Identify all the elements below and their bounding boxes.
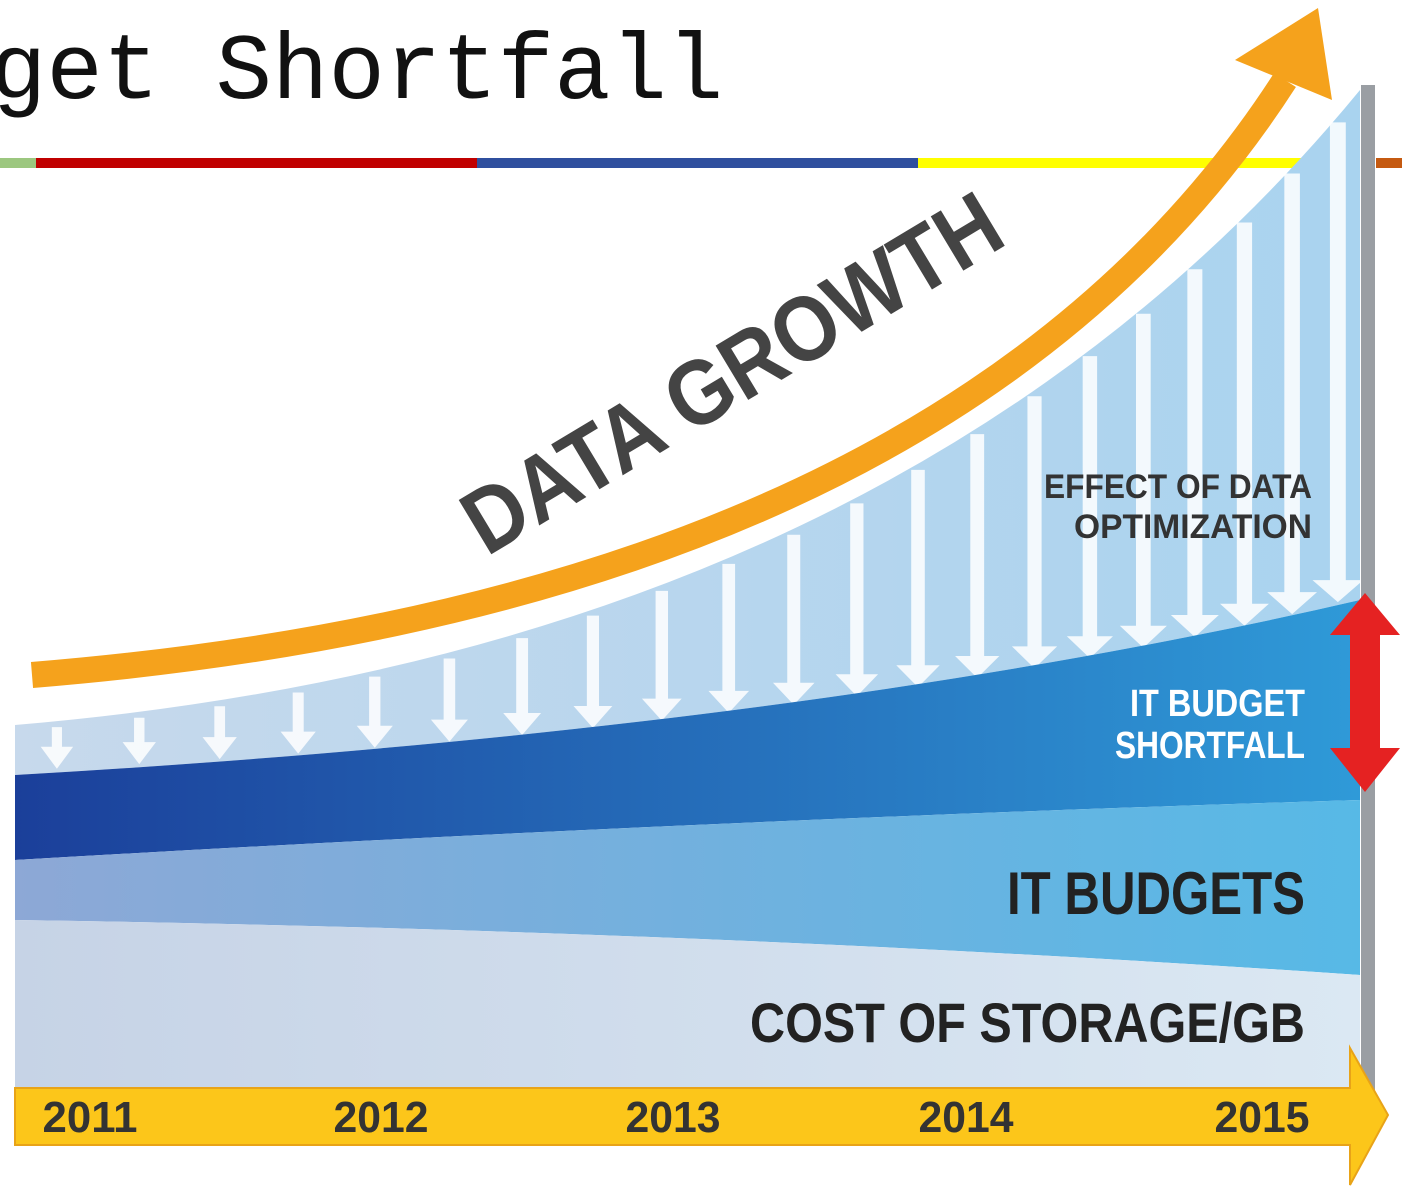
optimization-arrow — [835, 503, 879, 697]
optimization-arrow — [1312, 122, 1364, 603]
timeline-year: 2011 — [43, 1093, 138, 1142]
optimization-arrow — [772, 534, 815, 705]
optimization-arrows — [40, 122, 1364, 769]
optimization-arrow — [1170, 269, 1219, 637]
optimization-arrow — [1119, 313, 1167, 648]
rule-blue — [477, 158, 918, 168]
optimization-arrow — [955, 434, 1000, 679]
budgets-label: IT BUDGETS — [1007, 860, 1305, 927]
rule-yellow — [918, 158, 1340, 168]
optimization-arrow — [1066, 356, 1113, 659]
right-edge-bar — [1361, 85, 1375, 1090]
optimization-arrow — [896, 469, 940, 688]
rule-orange — [1376, 158, 1402, 168]
rule-red — [36, 158, 477, 168]
timeline-year: 2014 — [919, 1093, 1015, 1142]
optimization-arrow — [708, 563, 750, 713]
optimization-arrow — [1011, 396, 1058, 669]
optimization-arrow — [40, 727, 74, 769]
growth-arrowhead — [1235, 8, 1332, 100]
optimization-arrow — [641, 590, 682, 721]
storage-label: COST OF STORAGE/GB — [750, 991, 1305, 1054]
budgets-band — [15, 800, 1360, 975]
slide-title: get Shortfall — [0, 21, 723, 127]
optimization-arrow — [280, 692, 316, 754]
timeline-year: 2013 — [626, 1093, 721, 1142]
shortfall-label: IT BUDGET — [1130, 683, 1305, 725]
timeline-year: 2012 — [334, 1093, 429, 1142]
timeline-year: 2015 — [1215, 1093, 1310, 1142]
rule-green — [0, 158, 36, 168]
optimization-arrow — [122, 717, 156, 765]
shortfall-label: SHORTFALL — [1115, 725, 1305, 767]
storage-band — [15, 920, 1360, 1088]
shortfall-double-arrow — [1330, 593, 1400, 792]
optimization-label: OPTIMIZATION — [1074, 508, 1312, 546]
optimization-arrow — [356, 676, 393, 748]
growth-arrow — [30, 72, 1296, 688]
shortfall-band — [15, 600, 1360, 860]
optimization-arrow — [573, 615, 613, 729]
optimization-arrow — [430, 658, 468, 742]
optimization-arrow — [202, 706, 237, 760]
optimization-arrow — [503, 638, 542, 735]
optimization-label: EFFECT OF DATA — [1044, 468, 1312, 506]
timeline-arrow — [14, 1044, 1390, 1186]
optimization-arrow — [1219, 222, 1269, 626]
optimization-arrow — [1267, 173, 1318, 615]
optimization-area — [15, 90, 1360, 775]
